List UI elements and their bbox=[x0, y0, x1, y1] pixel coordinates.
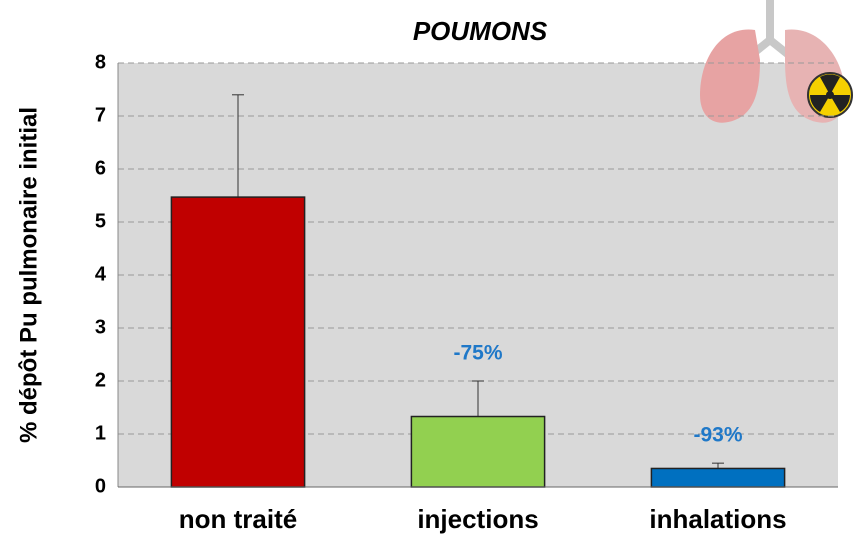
bar bbox=[170, 196, 306, 488]
y-tick-label: 8 bbox=[95, 51, 106, 73]
bar bbox=[410, 415, 546, 488]
y-tick-label: 7 bbox=[95, 104, 106, 126]
y-tick-label: 2 bbox=[95, 369, 106, 391]
y-tick-label: 0 bbox=[95, 475, 106, 497]
lungs-icon bbox=[700, 0, 853, 123]
x-tick-label: injections bbox=[417, 504, 538, 534]
annotation: -75% bbox=[453, 342, 502, 365]
chart-title: POUMONS bbox=[413, 16, 548, 46]
y-tick-label: 5 bbox=[95, 210, 106, 232]
bar bbox=[650, 467, 786, 488]
x-tick-label: inhalations bbox=[649, 504, 786, 534]
y-axis-label: % dépôt Pu pulmonaire initial bbox=[15, 107, 42, 443]
y-tick-label: 6 bbox=[95, 157, 106, 179]
y-tick-label: 1 bbox=[95, 422, 106, 444]
y-tick-label: 4 bbox=[95, 263, 107, 285]
annotation: -93% bbox=[693, 424, 742, 447]
x-tick-label: non traité bbox=[179, 504, 297, 534]
y-tick-label: 3 bbox=[95, 316, 106, 338]
